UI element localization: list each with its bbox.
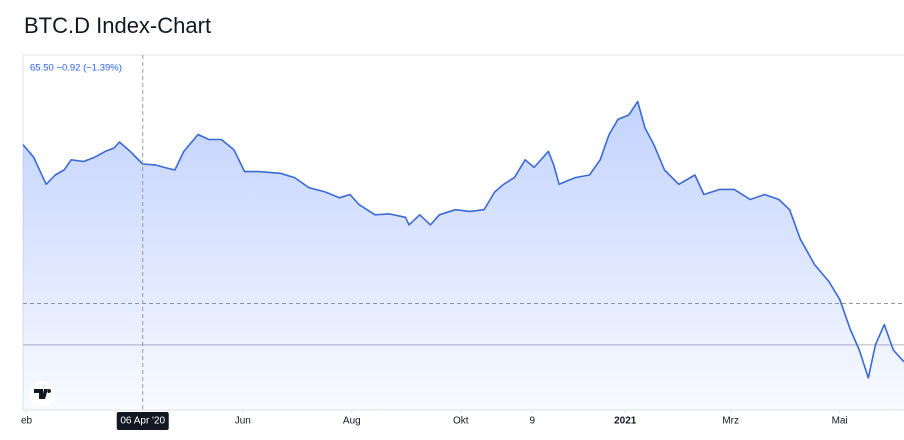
x-tick-label: Mrz — [722, 416, 739, 427]
x-tick-label: 2021 — [614, 416, 637, 427]
crosshair-label-bg — [116, 412, 169, 430]
chart-title: BTC.D Index-Chart — [24, 13, 211, 38]
price-line-series — [22, 100, 904, 379]
logo-mark — [34, 389, 52, 399]
legend-text: 65.50 −0.92 (−1.39%) — [30, 63, 122, 74]
tv-logo — [29, 381, 55, 407]
x-tick-label: Okt — [453, 416, 469, 427]
x-tick-label: 9 — [530, 416, 536, 427]
plot-area — [22, 55, 904, 410]
x-tick-label: Mai — [832, 416, 848, 427]
x-tick-label: Aug — [343, 416, 361, 427]
area-fill — [23, 101, 904, 410]
crosshair-label: 06 Apr '20 — [120, 416, 165, 427]
x-tick-label: Jun — [235, 416, 251, 427]
x-tick-label: eb — [21, 416, 33, 427]
